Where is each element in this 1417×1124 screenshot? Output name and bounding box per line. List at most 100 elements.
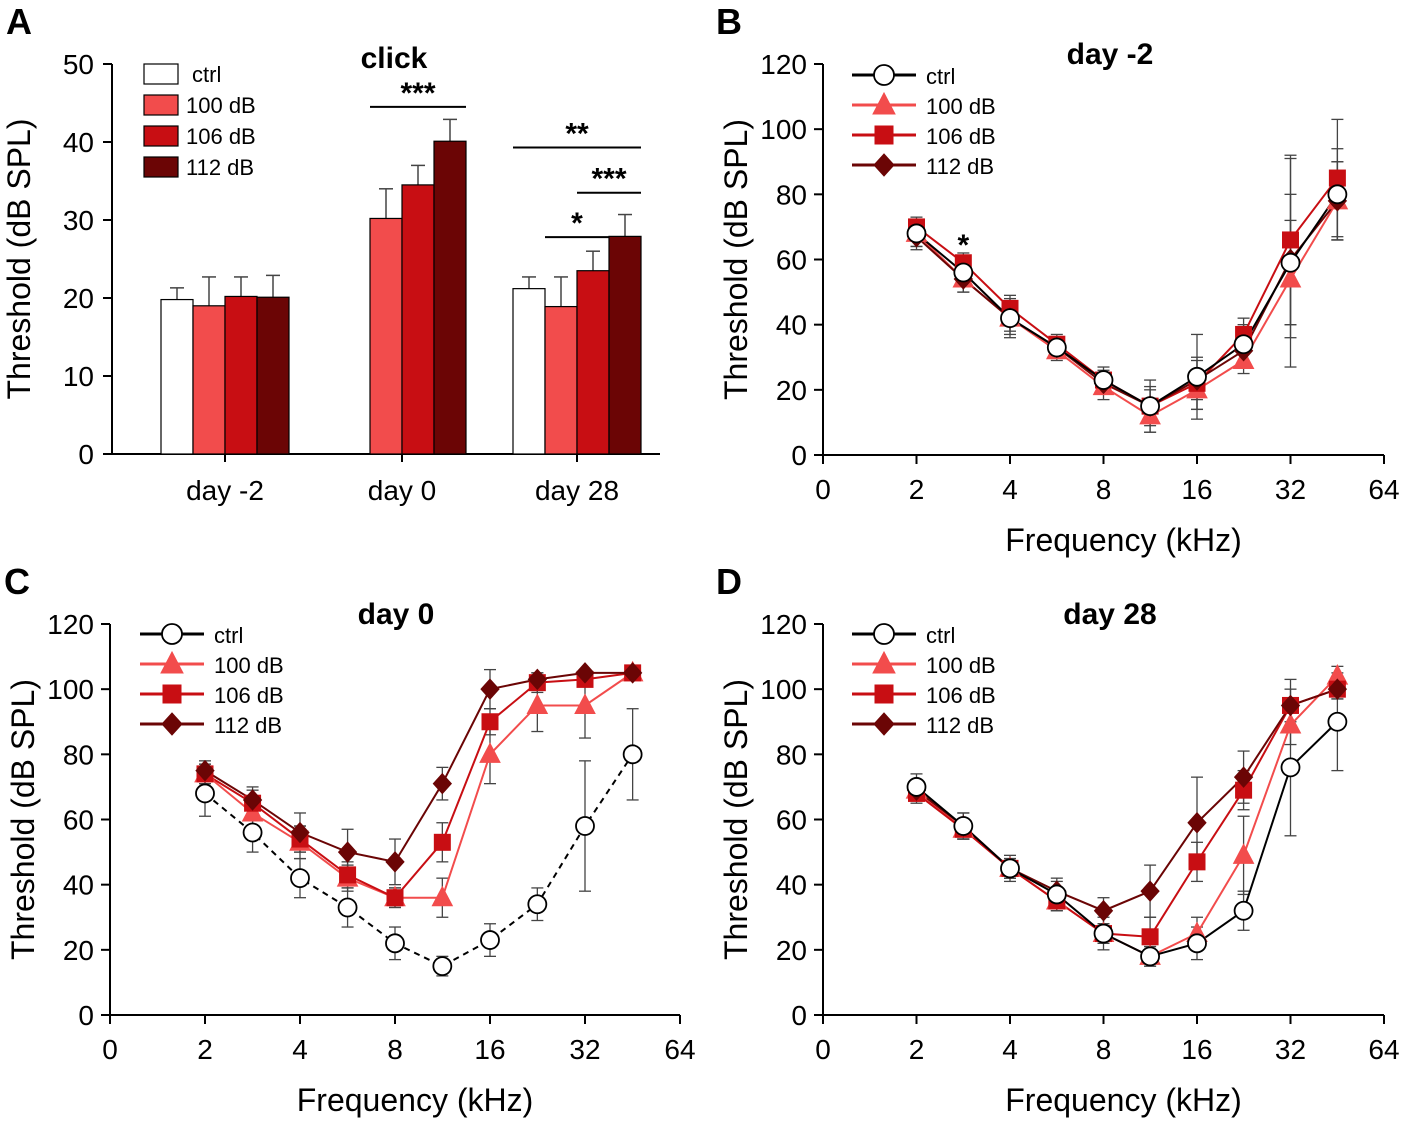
significance-label: ***: [400, 77, 435, 110]
legend-label: 106 dB: [926, 124, 996, 149]
x-tick-label: 4: [1002, 1034, 1018, 1065]
marker-diamond: [385, 851, 405, 873]
marker-diamond: [1280, 694, 1301, 717]
marker-triangle: [1232, 843, 1255, 864]
marker-circle: [1000, 858, 1020, 879]
legend-label: 106 dB: [186, 124, 256, 149]
marker-circle: [1093, 923, 1114, 944]
marker-triangle: [479, 742, 501, 763]
legend-label: 100 dB: [186, 93, 256, 118]
y-axis-label: Threshold (dB SPL): [718, 119, 754, 400]
marker-diamond: [527, 668, 548, 691]
marker-circle: [1000, 308, 1020, 329]
marker-circle: [1187, 933, 1207, 954]
marker-circle: [480, 930, 500, 950]
marker-circle: [337, 897, 358, 918]
bar-ctrl: [512, 288, 546, 455]
x-tick-label: day 0: [368, 475, 437, 506]
marker-circle: [575, 816, 595, 836]
y-tick-label: 80: [63, 739, 94, 770]
legend-swatch: [143, 125, 179, 147]
y-tick-label: 50: [63, 49, 94, 80]
marker-square: [339, 866, 357, 884]
bar-ctrl: [160, 298, 194, 455]
legend-label: ctrl: [926, 623, 955, 648]
y-tick-label: 80: [776, 739, 807, 770]
legend-label: ctrl: [214, 623, 243, 648]
marker-diamond: [873, 712, 895, 736]
y-tick-label: 40: [776, 310, 807, 341]
legend-label: 112 dB: [214, 713, 282, 738]
marker-diamond: [1233, 766, 1254, 788]
x-tick-label: 2: [909, 474, 925, 505]
marker-square: [1188, 853, 1206, 871]
x-tick-label: 64: [1368, 474, 1399, 505]
legend-label: 100 dB: [926, 653, 996, 678]
chart-title: day 0: [358, 598, 435, 631]
x-tick-label: 32: [569, 1034, 600, 1065]
x-axis-label: Frequency (kHz): [1005, 522, 1242, 558]
chart-title: click: [361, 42, 428, 75]
series-line-106-dB: [204, 671, 633, 899]
annotation: *: [957, 229, 969, 262]
x-tick-label: 0: [815, 1034, 831, 1065]
y-tick-label: 0: [791, 440, 807, 471]
chart-title: day 28: [1063, 598, 1156, 631]
marker-circle: [195, 783, 215, 804]
x-tick-label: 64: [664, 1034, 695, 1065]
x-tick-label: 2: [197, 1034, 213, 1065]
legend-label: 106 dB: [926, 683, 996, 708]
marker-diamond: [161, 712, 183, 736]
marker-diamond: [1140, 880, 1160, 902]
x-axis-label: Frequency (kHz): [1005, 1082, 1242, 1118]
marker-triangle: [1279, 712, 1302, 734]
legend-swatch: [143, 156, 179, 178]
x-tick-label: 0: [815, 474, 831, 505]
series-line-112-dB: [915, 200, 1339, 408]
chart-title: day -2: [1067, 38, 1154, 71]
marker-triangle: [160, 650, 184, 674]
legend-label: 100 dB: [214, 653, 284, 678]
x-tick-label: 4: [292, 1034, 308, 1065]
legend-label: 112 dB: [926, 713, 994, 738]
significance-label: ***: [591, 163, 626, 196]
marker-circle: [1327, 711, 1348, 732]
marker-circle: [1233, 900, 1254, 921]
y-tick-label: 0: [791, 1000, 807, 1031]
x-tick-label: 8: [1096, 1034, 1112, 1065]
marker-circle: [161, 623, 183, 645]
bar-112-dB: [256, 296, 290, 455]
x-tick-label: day 28: [535, 475, 619, 506]
marker-circle: [1046, 337, 1067, 358]
panel-letter: A: [6, 1, 32, 42]
panel-letter: C: [4, 561, 30, 602]
marker-circle: [953, 816, 974, 836]
series-line-112-dB: [204, 671, 633, 863]
marker-circle: [527, 894, 548, 915]
y-axis-label: Threshold (dB SPL): [5, 679, 41, 960]
marker-diamond: [480, 678, 500, 700]
y-tick-label: 0: [78, 439, 94, 470]
legend-label: 106 dB: [214, 683, 284, 708]
series-line-ctrl: [915, 721, 1339, 958]
marker-square: [162, 684, 182, 704]
marker-square: [433, 833, 451, 851]
legend-label: 112 dB: [926, 154, 994, 179]
marker-diamond: [873, 153, 895, 177]
bar-106-dB: [576, 270, 610, 455]
marker-circle: [953, 262, 974, 283]
y-tick-label: 120: [47, 609, 94, 640]
marker-triangle: [574, 693, 596, 714]
marker-diamond: [575, 662, 595, 684]
marker-circle: [873, 623, 895, 645]
marker-square: [1282, 231, 1299, 249]
panel-letter: B: [716, 1, 742, 42]
marker-square: [874, 125, 894, 145]
series-line-100-dB: [915, 200, 1339, 418]
marker-square: [1141, 928, 1159, 946]
bar-112-dB: [433, 140, 467, 455]
series-line-ctrl: [915, 193, 1339, 408]
